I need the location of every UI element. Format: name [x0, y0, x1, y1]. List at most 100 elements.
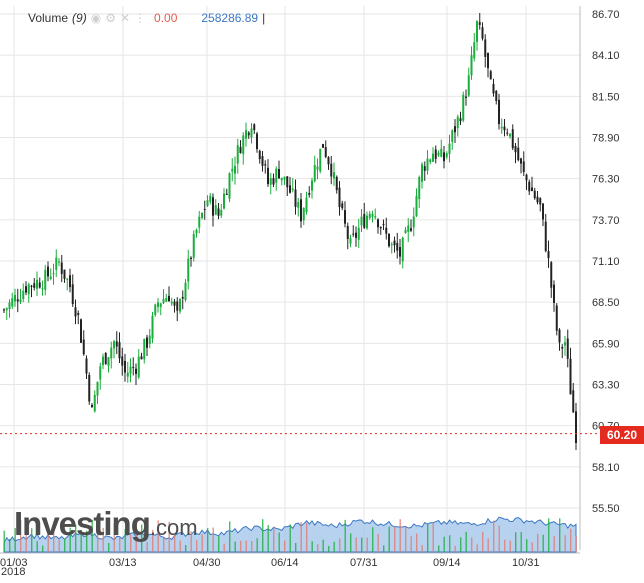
candle-body: [66, 278, 69, 280]
eye-icon[interactable]: ◉: [90, 11, 102, 25]
candle-body: [525, 174, 528, 181]
candle-body: [531, 187, 533, 192]
candle-body: [522, 161, 525, 173]
volume-bar: [399, 519, 401, 552]
volume-bar: [212, 527, 214, 552]
candle-body: [313, 165, 316, 182]
candle-body: [234, 165, 236, 174]
volume-bar: [42, 545, 44, 552]
candle-body: [52, 273, 55, 275]
candle-body: [30, 285, 33, 287]
candle-body: [572, 390, 575, 413]
y-tick-label: 68.50: [592, 297, 620, 309]
volume-bar: [3, 530, 5, 552]
candle-body: [561, 347, 564, 349]
candle-body: [465, 96, 467, 98]
candle-body: [14, 294, 16, 302]
candle-body: [327, 157, 330, 165]
volume-bar: [174, 535, 176, 552]
volume-bar: [460, 537, 462, 552]
candle-body: [121, 356, 124, 366]
volume-bar: [102, 527, 104, 552]
candle-body: [214, 205, 217, 215]
candle-body: [341, 203, 344, 209]
candle-body: [36, 279, 38, 289]
volume-bar: [25, 523, 27, 552]
y-tick-label: 73.70: [592, 215, 620, 227]
candle-body: [558, 329, 561, 343]
volume-bar: [471, 537, 473, 552]
candle-body: [280, 177, 283, 181]
volume-bar: [344, 519, 346, 552]
gear-icon[interactable]: ⚙: [105, 11, 116, 25]
candle-body: [245, 130, 247, 139]
candle-body: [407, 225, 410, 232]
candle-body: [93, 394, 96, 412]
candle-body: [481, 27, 484, 39]
volume-bar: [141, 524, 143, 552]
volume-bar: [306, 522, 308, 552]
candle-body: [344, 210, 346, 224]
volume-bar: [405, 526, 407, 552]
volume-bar: [229, 521, 231, 552]
candle-body: [71, 284, 74, 305]
candle-body: [49, 276, 52, 279]
candle-body: [462, 94, 465, 121]
volume-bar: [333, 541, 335, 552]
candle-body: [311, 180, 313, 191]
volume-bar: [69, 527, 71, 552]
candle-body: [544, 221, 547, 251]
volume-bar: [36, 541, 38, 552]
volume-bar: [493, 520, 495, 552]
volume-bar: [515, 532, 517, 552]
volume-bar: [322, 539, 324, 552]
candle-body: [426, 158, 429, 171]
y-tick-label: 84.10: [592, 50, 620, 62]
volume-bar: [350, 533, 352, 552]
volume-legend: Volume (9) ◉ ⚙ ✕ ⋮ 0.00 258286.89 |: [28, 11, 265, 25]
candle-body: [487, 52, 489, 69]
menu-dots-icon[interactable]: ⋮: [134, 11, 147, 25]
candle-body: [220, 210, 223, 216]
candle-body: [333, 172, 335, 179]
x-tick-label: 07/31: [350, 557, 378, 569]
candle-body: [289, 185, 291, 193]
volume-bar: [168, 521, 170, 552]
candle-body: [451, 130, 454, 142]
candle-body: [533, 190, 536, 199]
volume-bar: [504, 539, 506, 552]
volume-bar: [135, 522, 137, 552]
volume-bar: [240, 540, 242, 552]
volume-bar: [427, 523, 429, 552]
volume-bar: [559, 518, 561, 552]
candle-body: [231, 168, 234, 172]
candle-body: [371, 213, 374, 217]
candle-body: [22, 290, 25, 299]
candle-body: [148, 335, 151, 344]
candle-body: [107, 357, 110, 366]
candle-body: [151, 315, 154, 339]
volume-bar: [58, 539, 60, 552]
candle-body: [569, 358, 572, 395]
volume-bar: [377, 533, 379, 552]
candle-body: [283, 176, 286, 180]
candle-body: [272, 178, 275, 185]
legend-value: 258286.89: [201, 11, 259, 25]
volume-bar: [476, 544, 478, 552]
candle-body: [368, 213, 371, 219]
candle-body: [96, 381, 99, 396]
candle-body: [399, 247, 401, 257]
x-tick-label: 01/03: [0, 557, 28, 569]
volume-bar: [410, 536, 412, 552]
candle-body: [102, 356, 104, 366]
candle-body: [503, 126, 506, 131]
candle-body: [566, 338, 569, 359]
candle-body: [476, 21, 478, 42]
y-tick-label: 65.90: [592, 338, 620, 350]
candle-body: [349, 238, 352, 244]
x-tick-label: 09/14: [433, 557, 461, 569]
candle-body: [319, 148, 322, 172]
close-icon[interactable]: ✕: [119, 11, 131, 25]
